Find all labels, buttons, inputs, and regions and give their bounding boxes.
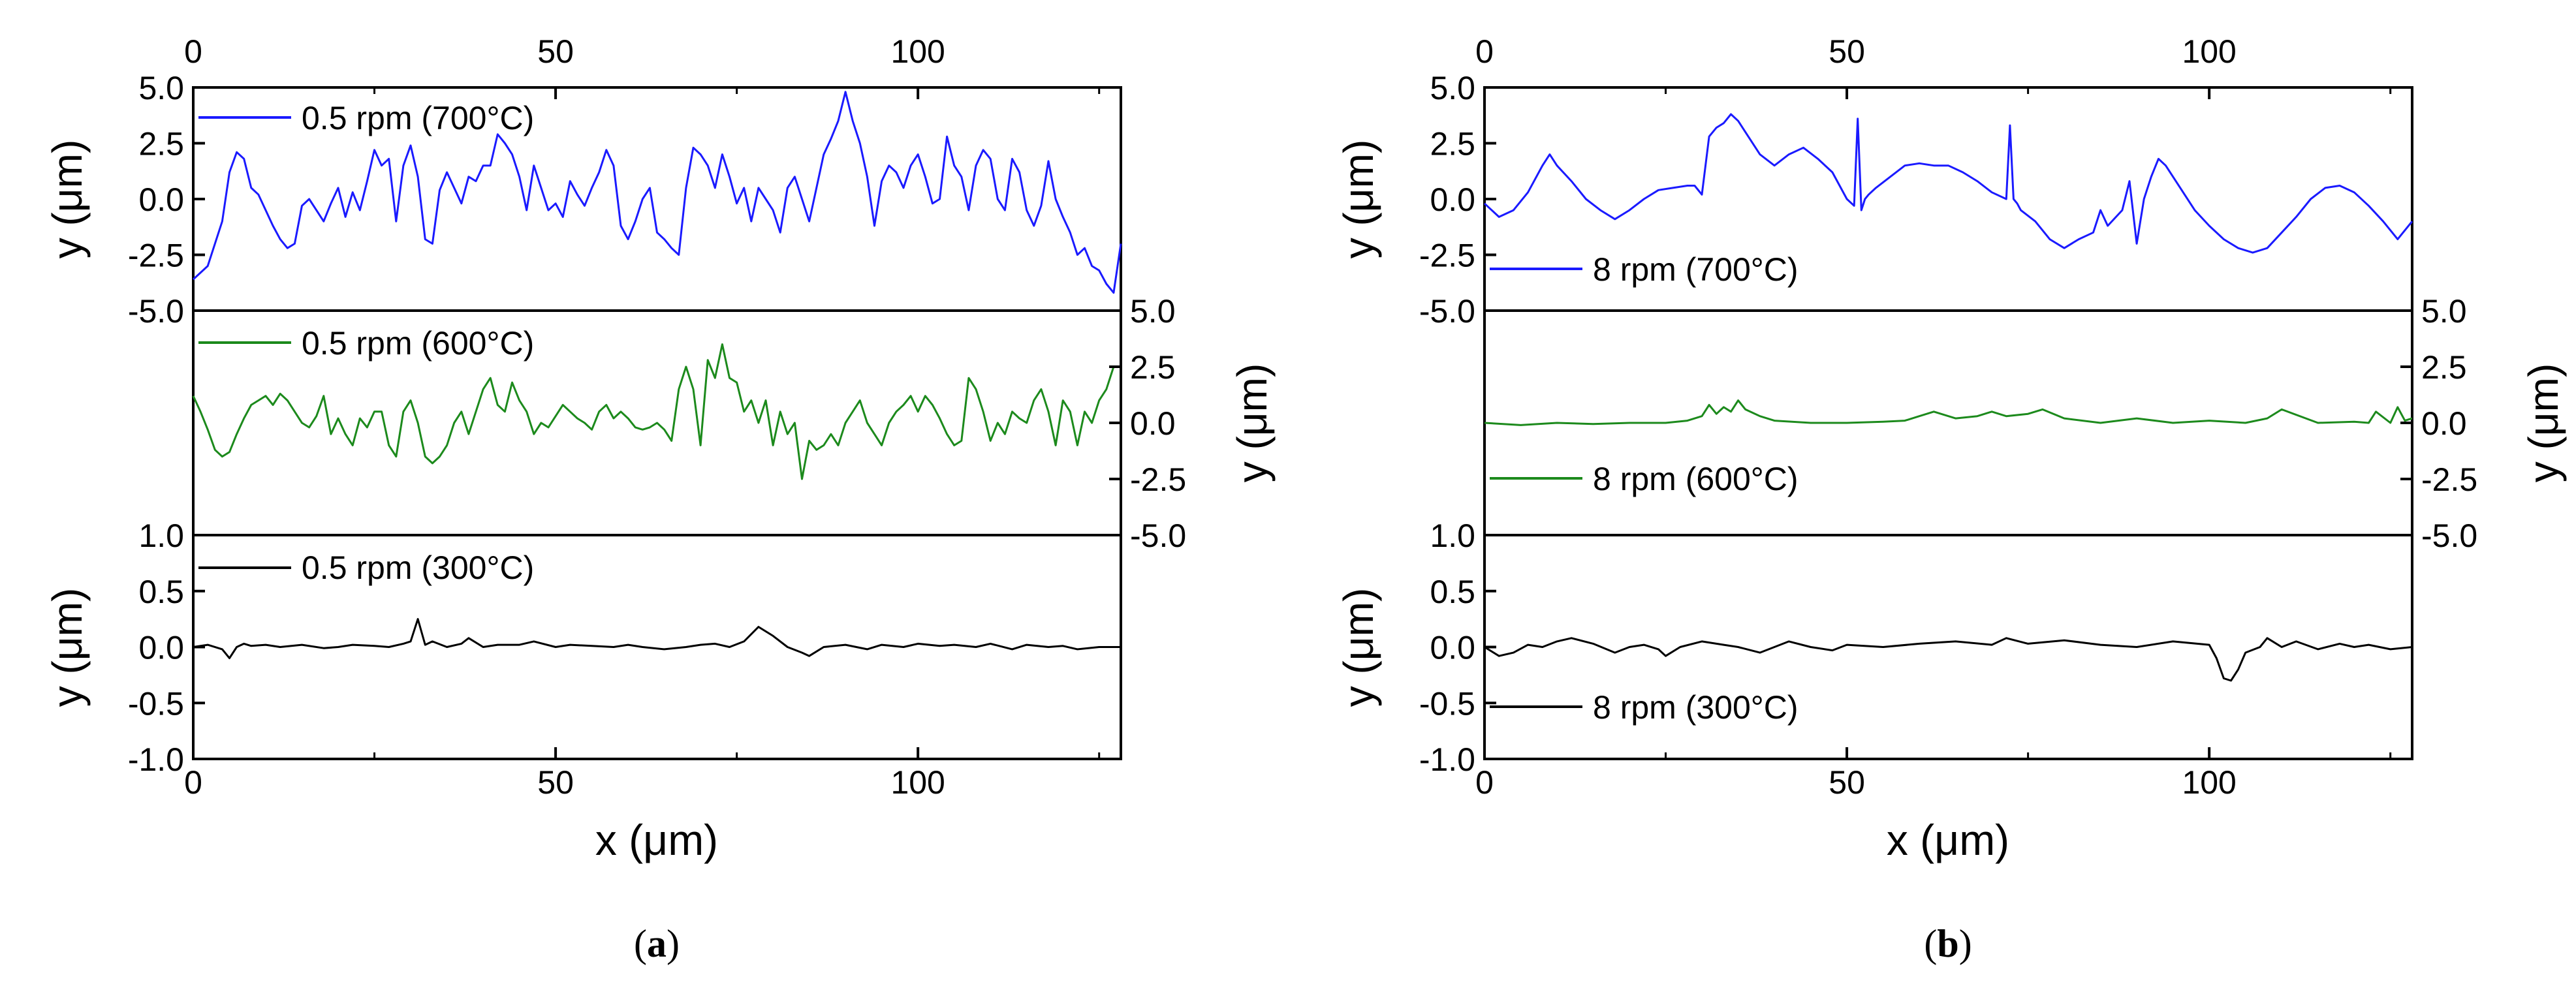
- panel-b-subplot-3-ytick-label-0: 1.0: [1430, 517, 1475, 554]
- panel-a-subplot-3-ytick-label-3: -0.5: [128, 685, 184, 722]
- panel-a-subplot-1-ytick-label-3: -2.5: [128, 238, 184, 274]
- panel-a-label-letter: a: [647, 922, 667, 965]
- panel-a-label-suffix: ): [667, 922, 680, 965]
- panel-b-label-suffix: ): [1959, 922, 1972, 965]
- panel-b-subplot-2-ytick-label-3: -2.5: [2421, 461, 2477, 498]
- panel-a-subplot-2-ytick-label-0: 5.0: [1130, 293, 1176, 330]
- panel-b-bottom-xtick-label-1: 50: [1829, 764, 1865, 801]
- panel-a-subplot-1-ytick-label-1: 2.5: [138, 126, 184, 162]
- panel-b-legend-3: 8 rpm (300°C): [1593, 689, 1798, 726]
- panel-b-bottom-xtick-label-0: 0: [1475, 764, 1494, 801]
- panel-a-bottom-xtick-label-2: 100: [890, 764, 945, 801]
- panel-a-xlabel-tail: m): [668, 816, 718, 864]
- panel-a-legend-2: 0.5 rpm (600°C): [302, 325, 534, 362]
- panel-b-series-2-line: [1484, 399, 2413, 426]
- panel-a-subplot-1-ytick-label-2: 0.0: [138, 181, 184, 218]
- panel-b-xlabel: x (μm): [1887, 816, 2009, 864]
- panel-a-series-1-line: [192, 91, 1122, 294]
- panel-a-ylabel-2: y (μm): [1229, 363, 1276, 483]
- panel-b-subplot-1-ytick-label-0: 5.0: [1430, 70, 1475, 106]
- panel-a-xlabel-mu: μ: [643, 816, 668, 864]
- panel-b-subplot-1-ytick-label-3: -2.5: [1419, 238, 1475, 274]
- panel-b-xlabel-main: x (: [1887, 816, 1934, 864]
- panel-b-subplot-1-ytick-label-1: 2.5: [1430, 126, 1475, 162]
- panel-a-label: (a): [634, 922, 680, 965]
- panel-a-ylabel-3: y (μm): [44, 588, 91, 707]
- panel-a-subplot-3-ytick-label-2: 0.0: [138, 630, 184, 666]
- panel-a-series-3-line: [193, 618, 1121, 660]
- panel-b-xlabel-tail: m): [1959, 816, 2009, 864]
- panel-b-label: (b): [1924, 922, 1971, 965]
- panel-b-legend-1: 8 rpm (700°C): [1593, 251, 1798, 288]
- panel-b-subplot-3-ytick-label-1: 0.5: [1430, 574, 1475, 610]
- panel-a-subplot-1-ytick-label-0: 5.0: [138, 70, 184, 106]
- panel-a-legend-1: 0.5 rpm (700°C): [302, 100, 534, 136]
- panel-a-top-xtick-label-2: 100: [890, 33, 945, 70]
- panel-a-subplot-3-ytick-label-4: -1.0: [128, 741, 184, 778]
- panel-b-ylabel-1: y (μm): [1335, 140, 1382, 259]
- panel-b-xlabel-mu: μ: [1934, 816, 1959, 864]
- panel-a-subplot-3-ytick-label-0: 1.0: [138, 517, 184, 554]
- panel-a-bottom-xtick-label-0: 0: [184, 764, 202, 801]
- panel-b-ylabel-2: y (μm): [2520, 363, 2567, 483]
- panel-b-label-prefix: (: [1924, 922, 1937, 965]
- panel-b-subplot-3-ytick-label-3: -0.5: [1419, 685, 1475, 722]
- panel-b-subplot-2-ytick-label-4: -5.0: [2421, 517, 2477, 554]
- panel-b-bottom-xtick-label-2: 100: [2182, 764, 2236, 801]
- panel-b-series-1-line: [1483, 113, 2413, 254]
- panel-a-ylabel-1: y (μm): [44, 140, 91, 259]
- panel-b-legend-2: 8 rpm (600°C): [1593, 461, 1798, 497]
- panel-b-subplot-3-ytick-label-4: -1.0: [1419, 741, 1475, 778]
- panel-a-label-prefix: (: [634, 922, 647, 965]
- panel-a-legend-3: 0.5 rpm (300°C): [302, 549, 534, 586]
- panel-b-label-letter: b: [1937, 922, 1958, 965]
- panel-b-subplot-3-ytick-label-2: 0.0: [1430, 630, 1475, 666]
- panel-b-subplot-1-ytick-label-bottom: -5.0: [1419, 293, 1475, 330]
- panel-b-top-xtick-label-1: 50: [1829, 33, 1865, 70]
- panel-b-ylabel-3: y (μm): [1335, 588, 1382, 707]
- panel-b-subplot-2-ytick-label-1: 2.5: [2421, 349, 2467, 386]
- panel-b-top-xtick-label-0: 0: [1475, 33, 1494, 70]
- panel-b-subplot-2-ytick-label-0: 5.0: [2421, 293, 2467, 330]
- panel-a: 0 50 100 0 50 100 5.0 2.5 0.0 -2.5 -5.0 5.0 2.5 0.0 -2…: [44, 33, 1276, 965]
- panel-b-subplot-1-ytick-label-2: 0.0: [1430, 181, 1475, 218]
- panel-a-subplot-2-ytick-label-2: 0.0: [1130, 405, 1176, 442]
- panel-a-subplot-2-ytick-label-4: -5.0: [1130, 517, 1186, 554]
- panel-b-top-xtick-label-2: 100: [2182, 33, 2236, 70]
- panel-a-top-xtick-label-0: 0: [184, 33, 202, 70]
- panel-a-subplot-1-ytick-label-bottom: -5.0: [128, 293, 184, 330]
- panel-b-series-3-line: [1484, 637, 2413, 682]
- panel-a-subplot-2-ytick-label-1: 2.5: [1130, 349, 1176, 386]
- panel-b: 0 50 100 0 50 100 5.0 2.5 0.0 -2.5 -5.0 5.0 2.5 0.0 -2…: [1335, 33, 2567, 965]
- panel-a-xlabel-main: x (: [595, 816, 643, 864]
- panel-a-xlabel: x (μm): [595, 816, 718, 864]
- panel-a-top-xtick-label-1: 50: [537, 33, 574, 70]
- panel-a-subplot-3-ytick-label-1: 0.5: [138, 574, 184, 610]
- panel-b-subplot-2-ytick-label-2: 0.0: [2421, 405, 2467, 442]
- panel-a-subplot-2-ytick-label-3: -2.5: [1130, 461, 1186, 498]
- panel-a-series-2-line: [192, 343, 1121, 480]
- panel-a-bottom-xtick-label-1: 50: [537, 764, 574, 801]
